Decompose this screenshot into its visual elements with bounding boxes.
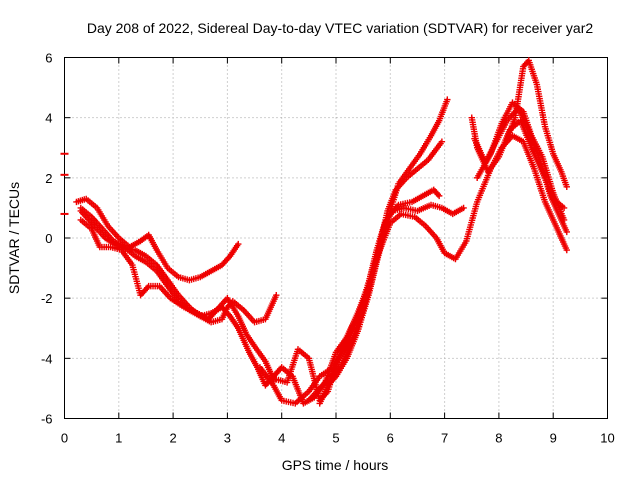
series-trace-1 [73,195,242,284]
x-tick-label: 4 [278,431,285,446]
y-tick-label: 4 [45,111,52,126]
plot-grid [64,57,608,419]
x-tick-label: 1 [115,431,122,446]
data-point [444,96,451,103]
x-tick-label: 7 [441,431,448,446]
axis-ticks: 0 1 2 3 4 5 6 7 8 9 10 -6 -4 -2 0 2 4 6 [41,51,615,446]
data-point [435,192,443,200]
data-point [560,216,568,224]
data-point [563,246,570,254]
series-trace-10 [473,99,568,224]
y-tick-label: 6 [45,51,52,66]
data-point [563,183,570,191]
edge-marks [60,152,69,215]
x-tick-label: 9 [550,431,557,446]
series-trace-11 [503,57,570,191]
y-axis-label: SDTVAR / TECUs [6,182,22,294]
chart-title: Day 208 of 2022, Sidereal Day-to-day VTE… [87,20,593,36]
x-tick-label: 10 [600,431,614,446]
x-tick-label: 3 [224,431,231,446]
x-tick-label: 0 [61,431,68,446]
series-trace-7 [305,138,446,404]
y-tick-label: -2 [41,291,53,306]
x-axis-label: GPS time / hours [282,457,389,473]
data-markers [73,57,570,407]
y-tick-label: -6 [41,412,53,427]
data-point [273,291,280,299]
y-tick-label: 0 [45,231,52,246]
data-point [438,138,446,145]
data-point [460,204,467,212]
x-tick-label: 6 [387,431,394,446]
x-tick-label: 5 [332,431,339,446]
y-tick-label: 2 [45,171,52,186]
data-point [563,228,570,236]
x-tick-label: 8 [495,431,502,446]
data-point [235,240,242,248]
y-tick-label: -4 [41,351,53,366]
x-tick-label: 2 [169,431,176,446]
